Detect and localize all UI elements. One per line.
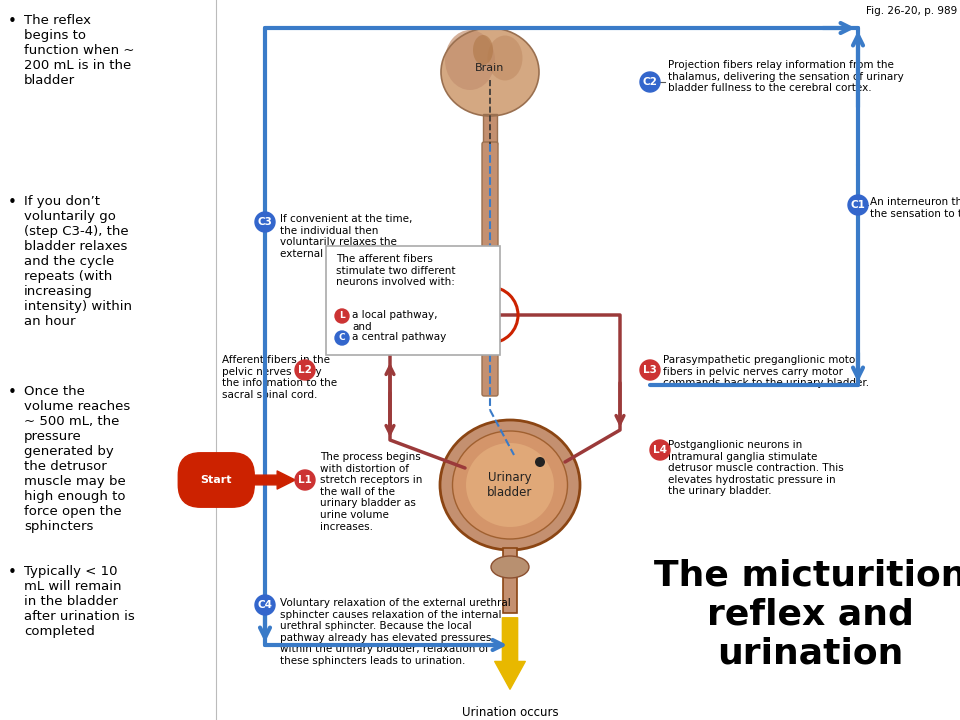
Text: If you don’t
voluntarily go
(step C3-4), the
bladder relaxes
and the cycle
repea: If you don’t voluntarily go (step C3-4),… [24, 195, 132, 328]
Text: Postganglionic neurons in
intramural ganglia stimulate
detrusor muscle contracti: Postganglionic neurons in intramural gan… [668, 440, 844, 496]
Circle shape [255, 212, 275, 232]
Text: The micturition
reflex and
urination: The micturition reflex and urination [654, 558, 960, 671]
Text: a central pathway: a central pathway [352, 332, 446, 342]
Text: Parasympathetic preganglionic motor
fibers in pelvic nerves carry motor
commands: Parasympathetic preganglionic motor fibe… [663, 355, 869, 388]
Text: Typically < 10
mL will remain
in the bladder
after urination is
completed: Typically < 10 mL will remain in the bla… [24, 565, 134, 638]
Ellipse shape [491, 556, 529, 578]
Text: Urination occurs: Urination occurs [462, 706, 559, 719]
FancyBboxPatch shape [482, 142, 498, 396]
Bar [483, 114, 497, 144]
Circle shape [640, 360, 660, 380]
Text: An interneuron then relays
the sensation to the thalamus.: An interneuron then relays the sensation… [870, 197, 960, 219]
Text: •: • [8, 14, 16, 29]
Text: C2: C2 [642, 77, 658, 87]
Ellipse shape [466, 443, 554, 527]
Bar [503, 548, 517, 613]
Text: a local pathway,
and: a local pathway, and [352, 310, 438, 332]
Text: Fig. 26-20, p. 989: Fig. 26-20, p. 989 [866, 6, 957, 16]
Circle shape [640, 72, 660, 92]
Text: L3: L3 [643, 365, 657, 375]
Text: C: C [339, 333, 346, 343]
Circle shape [335, 331, 349, 345]
Text: Urinary
bladder: Urinary bladder [488, 471, 533, 499]
Text: L2: L2 [298, 365, 312, 375]
FancyBboxPatch shape [326, 246, 500, 355]
Text: L: L [339, 312, 345, 320]
Text: •: • [8, 385, 16, 400]
Ellipse shape [441, 28, 539, 116]
Text: The afferent fibers
stimulate two different
neurons involved with:: The afferent fibers stimulate two differ… [336, 254, 455, 287]
Circle shape [848, 195, 868, 215]
Circle shape [295, 470, 315, 490]
Text: Brain: Brain [475, 63, 505, 73]
Ellipse shape [473, 35, 493, 65]
Text: Start: Start [201, 475, 232, 485]
Text: C4: C4 [257, 600, 273, 610]
Text: Voluntary relaxation of the external urethral
sphincter causes relaxation of the: Voluntary relaxation of the external ure… [280, 598, 511, 666]
Text: If convenient at the time,
the individual then
voluntarily relaxes the
external : If convenient at the time, the individua… [280, 214, 422, 258]
Text: C1: C1 [851, 200, 865, 210]
Circle shape [535, 457, 545, 467]
Ellipse shape [452, 431, 567, 539]
Circle shape [650, 440, 670, 460]
Text: Afferent fibers in the
pelvic nerves carry
the information to the
sacral spinal : Afferent fibers in the pelvic nerves car… [222, 355, 337, 400]
Circle shape [255, 595, 275, 615]
Text: •: • [8, 565, 16, 580]
Circle shape [295, 360, 315, 380]
Circle shape [335, 309, 349, 323]
Ellipse shape [488, 35, 522, 81]
FancyArrowPatch shape [494, 618, 525, 689]
Ellipse shape [440, 420, 580, 550]
FancyArrowPatch shape [235, 471, 296, 489]
Ellipse shape [445, 30, 495, 90]
Text: L4: L4 [653, 445, 667, 455]
Text: C3: C3 [257, 217, 273, 227]
Text: The process begins
with distortion of
stretch receptors in
the wall of the
urina: The process begins with distortion of st… [320, 452, 422, 531]
Text: The reflex
begins to
function when ~
200 mL is in the
bladder: The reflex begins to function when ~ 200… [24, 14, 134, 87]
Text: L1: L1 [298, 475, 312, 485]
Text: Once the
volume reaches
~ 500 mL, the
pressure
generated by
the detrusor
muscle : Once the volume reaches ~ 500 mL, the pr… [24, 385, 131, 533]
Text: Projection fibers relay information from the
thalamus, delivering the sensation : Projection fibers relay information from… [668, 60, 903, 93]
Text: •: • [8, 195, 16, 210]
